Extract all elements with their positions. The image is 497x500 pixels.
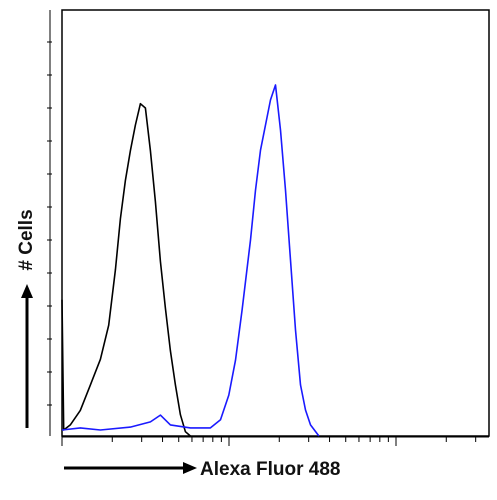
plot-frame [61, 9, 490, 437]
x-axis-label: Alexa Fluor 488 [200, 459, 340, 480]
x-arrow-head [183, 462, 197, 474]
histogram-curve [61, 102, 191, 437]
axis-ticks [47, 10, 489, 446]
y-axis-label: # Cells [16, 209, 37, 270]
y-arrow-head [21, 284, 33, 298]
histogram-curve [61, 84, 320, 437]
